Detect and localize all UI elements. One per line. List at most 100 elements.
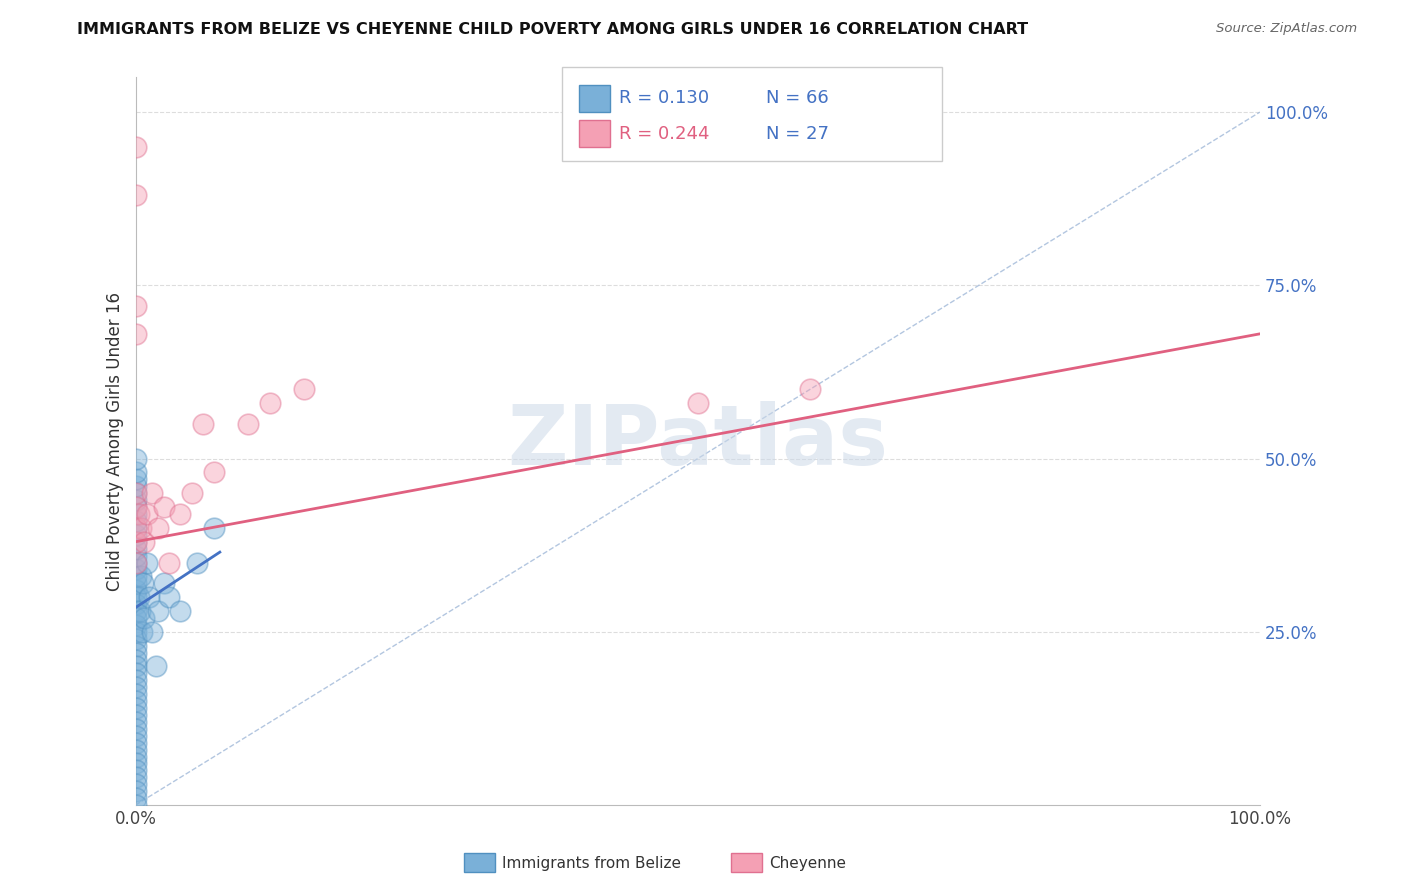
Point — [124, 736, 146, 750]
Point — [134, 534, 156, 549]
Point — [124, 673, 146, 688]
Point — [157, 590, 180, 604]
Point — [124, 569, 146, 583]
Point — [124, 687, 146, 701]
Point — [124, 694, 146, 708]
Point — [124, 632, 146, 646]
Point — [180, 486, 202, 500]
Point — [124, 583, 146, 598]
Point — [124, 646, 146, 660]
Point — [124, 777, 146, 791]
Point — [152, 500, 174, 514]
Point — [124, 618, 146, 632]
Point — [124, 680, 146, 694]
Point — [191, 417, 214, 431]
Point — [124, 472, 146, 486]
Point — [134, 611, 156, 625]
Point — [145, 659, 167, 673]
Point — [152, 576, 174, 591]
Point — [124, 784, 146, 798]
Point — [124, 742, 146, 756]
Point — [799, 382, 821, 396]
Point — [124, 466, 146, 480]
Point — [186, 556, 208, 570]
Point — [124, 576, 146, 591]
Point — [169, 507, 191, 521]
Point — [124, 714, 146, 729]
Point — [129, 521, 152, 535]
Point — [236, 417, 259, 431]
Point — [135, 556, 157, 570]
Point — [128, 507, 150, 521]
Point — [124, 541, 146, 556]
Point — [911, 105, 934, 120]
Point — [124, 597, 146, 611]
Point — [169, 604, 191, 618]
Point — [124, 652, 146, 666]
Point — [124, 500, 146, 514]
Point — [124, 556, 146, 570]
Point — [124, 486, 146, 500]
Point — [124, 521, 146, 535]
Point — [132, 576, 155, 591]
Point — [124, 299, 146, 313]
Point — [124, 756, 146, 771]
Text: Source: ZipAtlas.com: Source: ZipAtlas.com — [1216, 22, 1357, 36]
Point — [124, 701, 146, 715]
Point — [124, 770, 146, 784]
Point — [138, 590, 160, 604]
Point — [124, 140, 146, 154]
Point — [124, 729, 146, 743]
Point — [146, 521, 169, 535]
Point — [124, 188, 146, 202]
Point — [124, 749, 146, 764]
Point — [259, 396, 281, 410]
Point — [124, 507, 146, 521]
Point — [124, 708, 146, 723]
Point — [146, 604, 169, 618]
Point — [202, 521, 225, 535]
Point — [124, 666, 146, 681]
Point — [124, 451, 146, 466]
Point — [124, 534, 146, 549]
Point — [124, 639, 146, 653]
Text: N = 66: N = 66 — [766, 89, 830, 107]
Point — [124, 659, 146, 673]
Point — [124, 562, 146, 576]
Text: Immigrants from Belize: Immigrants from Belize — [502, 856, 681, 871]
Text: IMMIGRANTS FROM BELIZE VS CHEYENNE CHILD POVERTY AMONG GIRLS UNDER 16 CORRELATIO: IMMIGRANTS FROM BELIZE VS CHEYENNE CHILD… — [77, 22, 1028, 37]
Point — [124, 514, 146, 528]
Point — [131, 624, 153, 639]
Point — [124, 326, 146, 341]
Text: ZIPatlas: ZIPatlas — [508, 401, 889, 482]
Point — [124, 500, 146, 514]
Point — [129, 569, 152, 583]
Point — [141, 624, 163, 639]
Point — [124, 611, 146, 625]
Point — [124, 791, 146, 805]
Point — [124, 590, 146, 604]
Point — [124, 764, 146, 778]
Point — [124, 604, 146, 618]
Point — [135, 507, 157, 521]
Point — [124, 798, 146, 813]
Point — [124, 528, 146, 542]
Point — [686, 396, 709, 410]
Point — [157, 556, 180, 570]
Point — [292, 382, 315, 396]
Point — [124, 722, 146, 736]
Point — [124, 549, 146, 563]
Point — [124, 486, 146, 500]
Text: N = 27: N = 27 — [766, 125, 830, 143]
Text: R = 0.244: R = 0.244 — [619, 125, 709, 143]
Point — [124, 624, 146, 639]
Point — [124, 521, 146, 535]
Point — [128, 590, 150, 604]
Text: R = 0.130: R = 0.130 — [619, 89, 709, 107]
Point — [124, 534, 146, 549]
Text: Cheyenne: Cheyenne — [769, 856, 846, 871]
Point — [141, 486, 163, 500]
Point — [202, 466, 225, 480]
Point — [124, 479, 146, 493]
Point — [124, 556, 146, 570]
